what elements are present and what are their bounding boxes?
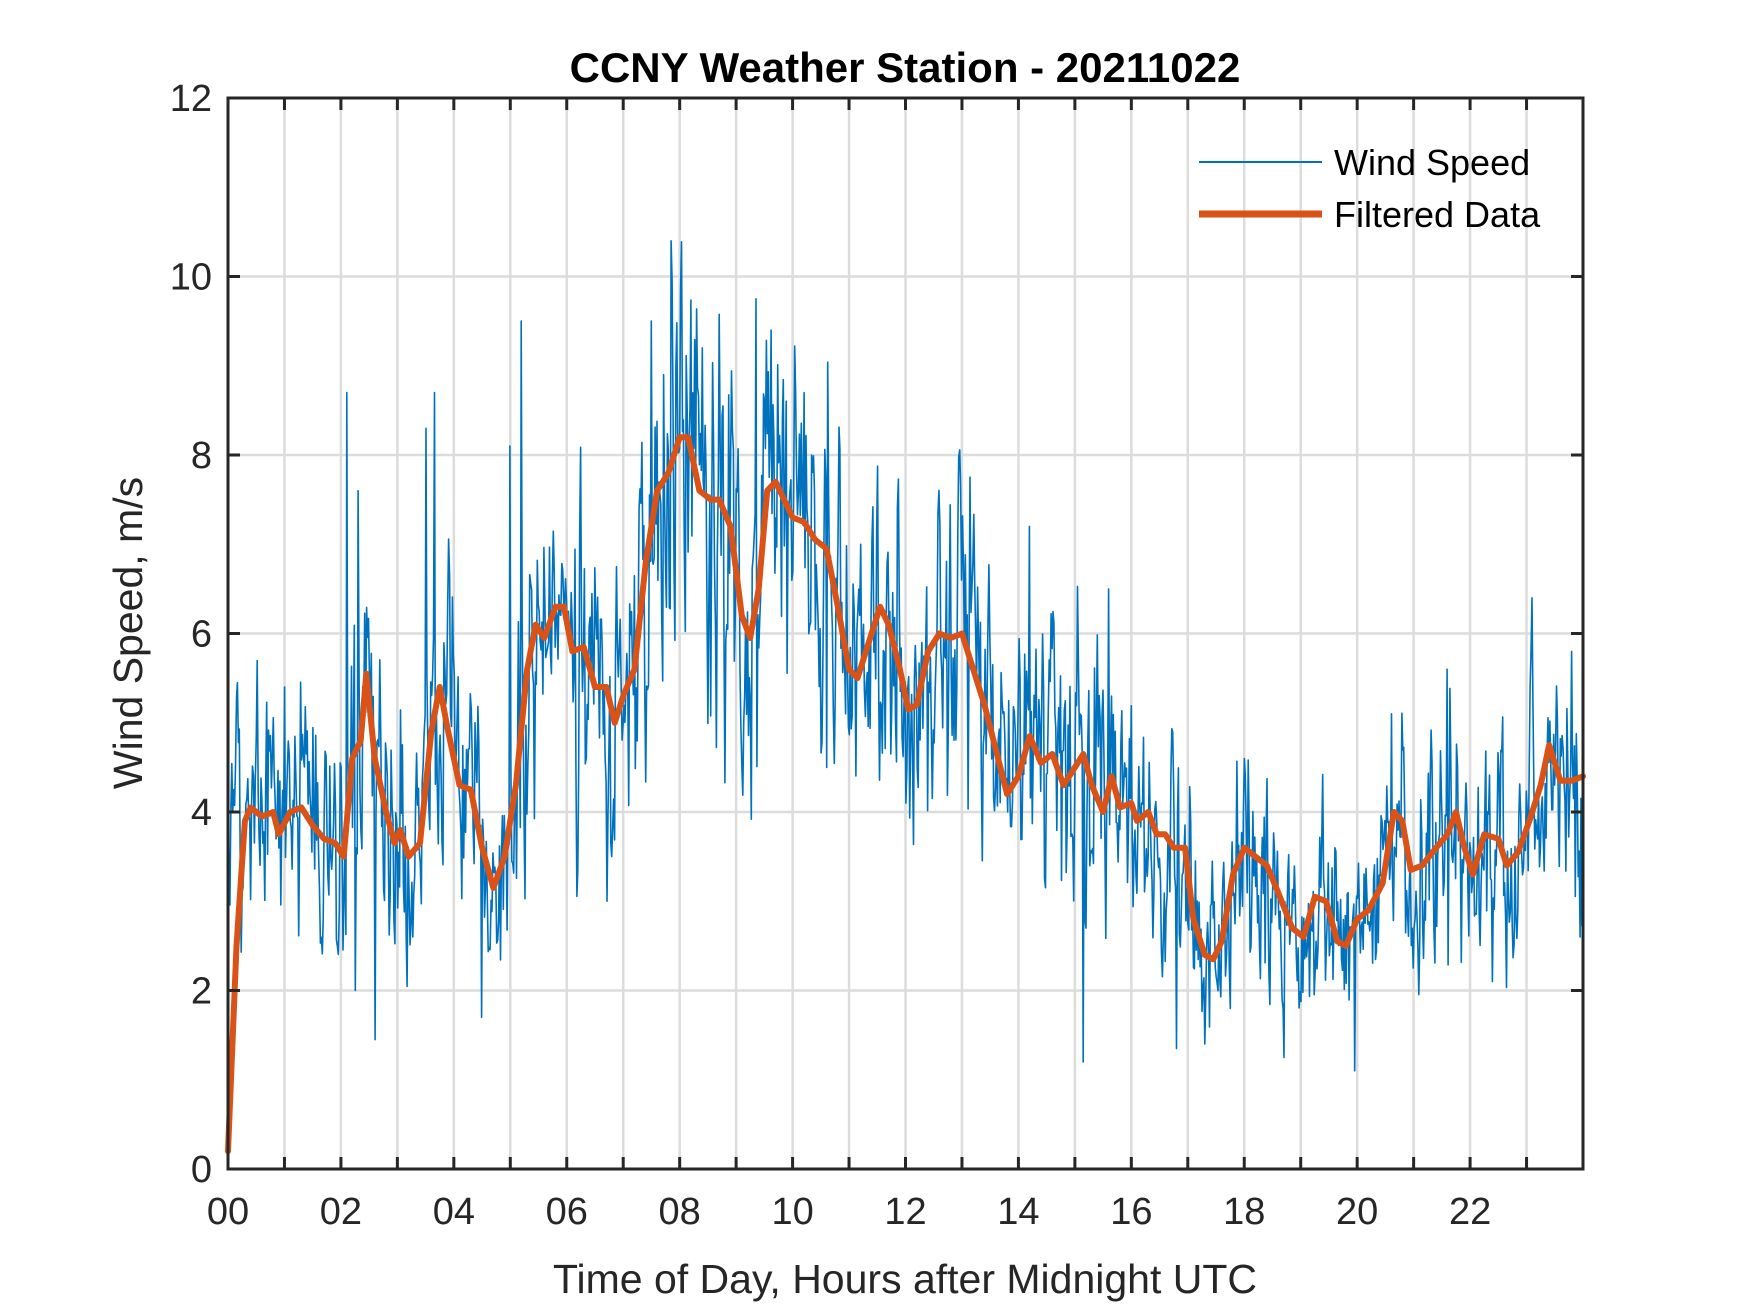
x-axis-label: Time of Day, Hours after Midnight UTC bbox=[553, 1256, 1257, 1302]
x-tick-label: 06 bbox=[546, 1191, 588, 1233]
legend-label-filtered-data: Filtered Data bbox=[1334, 194, 1541, 235]
y-tick-label: 6 bbox=[191, 614, 212, 656]
series-filtered-data bbox=[225, 434, 1586, 1155]
y-tick-labels: 0 2 4 6 8 10 12 bbox=[170, 78, 212, 1191]
x-tick-label: 20 bbox=[1336, 1191, 1378, 1233]
series-wind-speed bbox=[227, 240, 1584, 1072]
x-tick-label: 16 bbox=[1110, 1191, 1152, 1233]
x-tick-label: 00 bbox=[207, 1191, 249, 1233]
y-tick-label: 2 bbox=[191, 971, 212, 1013]
y-tick-label: 10 bbox=[170, 257, 212, 299]
y-axis-label: Wind Speed, m/s bbox=[105, 477, 151, 789]
x-tick-labels: 00 02 04 06 08 10 12 14 16 18 20 22 bbox=[207, 1191, 1491, 1233]
x-tick-label: 14 bbox=[997, 1191, 1039, 1233]
grid-lines bbox=[228, 98, 1583, 1169]
y-tick-label: 8 bbox=[191, 435, 212, 477]
y-tick-label: 4 bbox=[191, 792, 212, 834]
x-tick-label: 02 bbox=[320, 1191, 362, 1233]
x-tick-label: 18 bbox=[1223, 1191, 1265, 1233]
chart-title: CCNY Weather Station - 20211022 bbox=[570, 44, 1241, 91]
wind-speed-line bbox=[227, 240, 1584, 1072]
x-tick-label: 04 bbox=[433, 1191, 475, 1233]
x-tick-label: 12 bbox=[884, 1191, 926, 1233]
legend-label-wind-speed: Wind Speed bbox=[1334, 142, 1530, 183]
y-tick-label: 12 bbox=[170, 78, 212, 120]
x-tick-label: 22 bbox=[1449, 1191, 1491, 1233]
y-tick-label: 0 bbox=[191, 1149, 212, 1191]
axis-ticks bbox=[228, 98, 1583, 1169]
filtered-data-line bbox=[225, 434, 1586, 1155]
x-tick-label: 08 bbox=[659, 1191, 701, 1233]
legend: Wind Speed Filtered Data bbox=[1199, 142, 1541, 235]
x-tick-label: 10 bbox=[771, 1191, 813, 1233]
